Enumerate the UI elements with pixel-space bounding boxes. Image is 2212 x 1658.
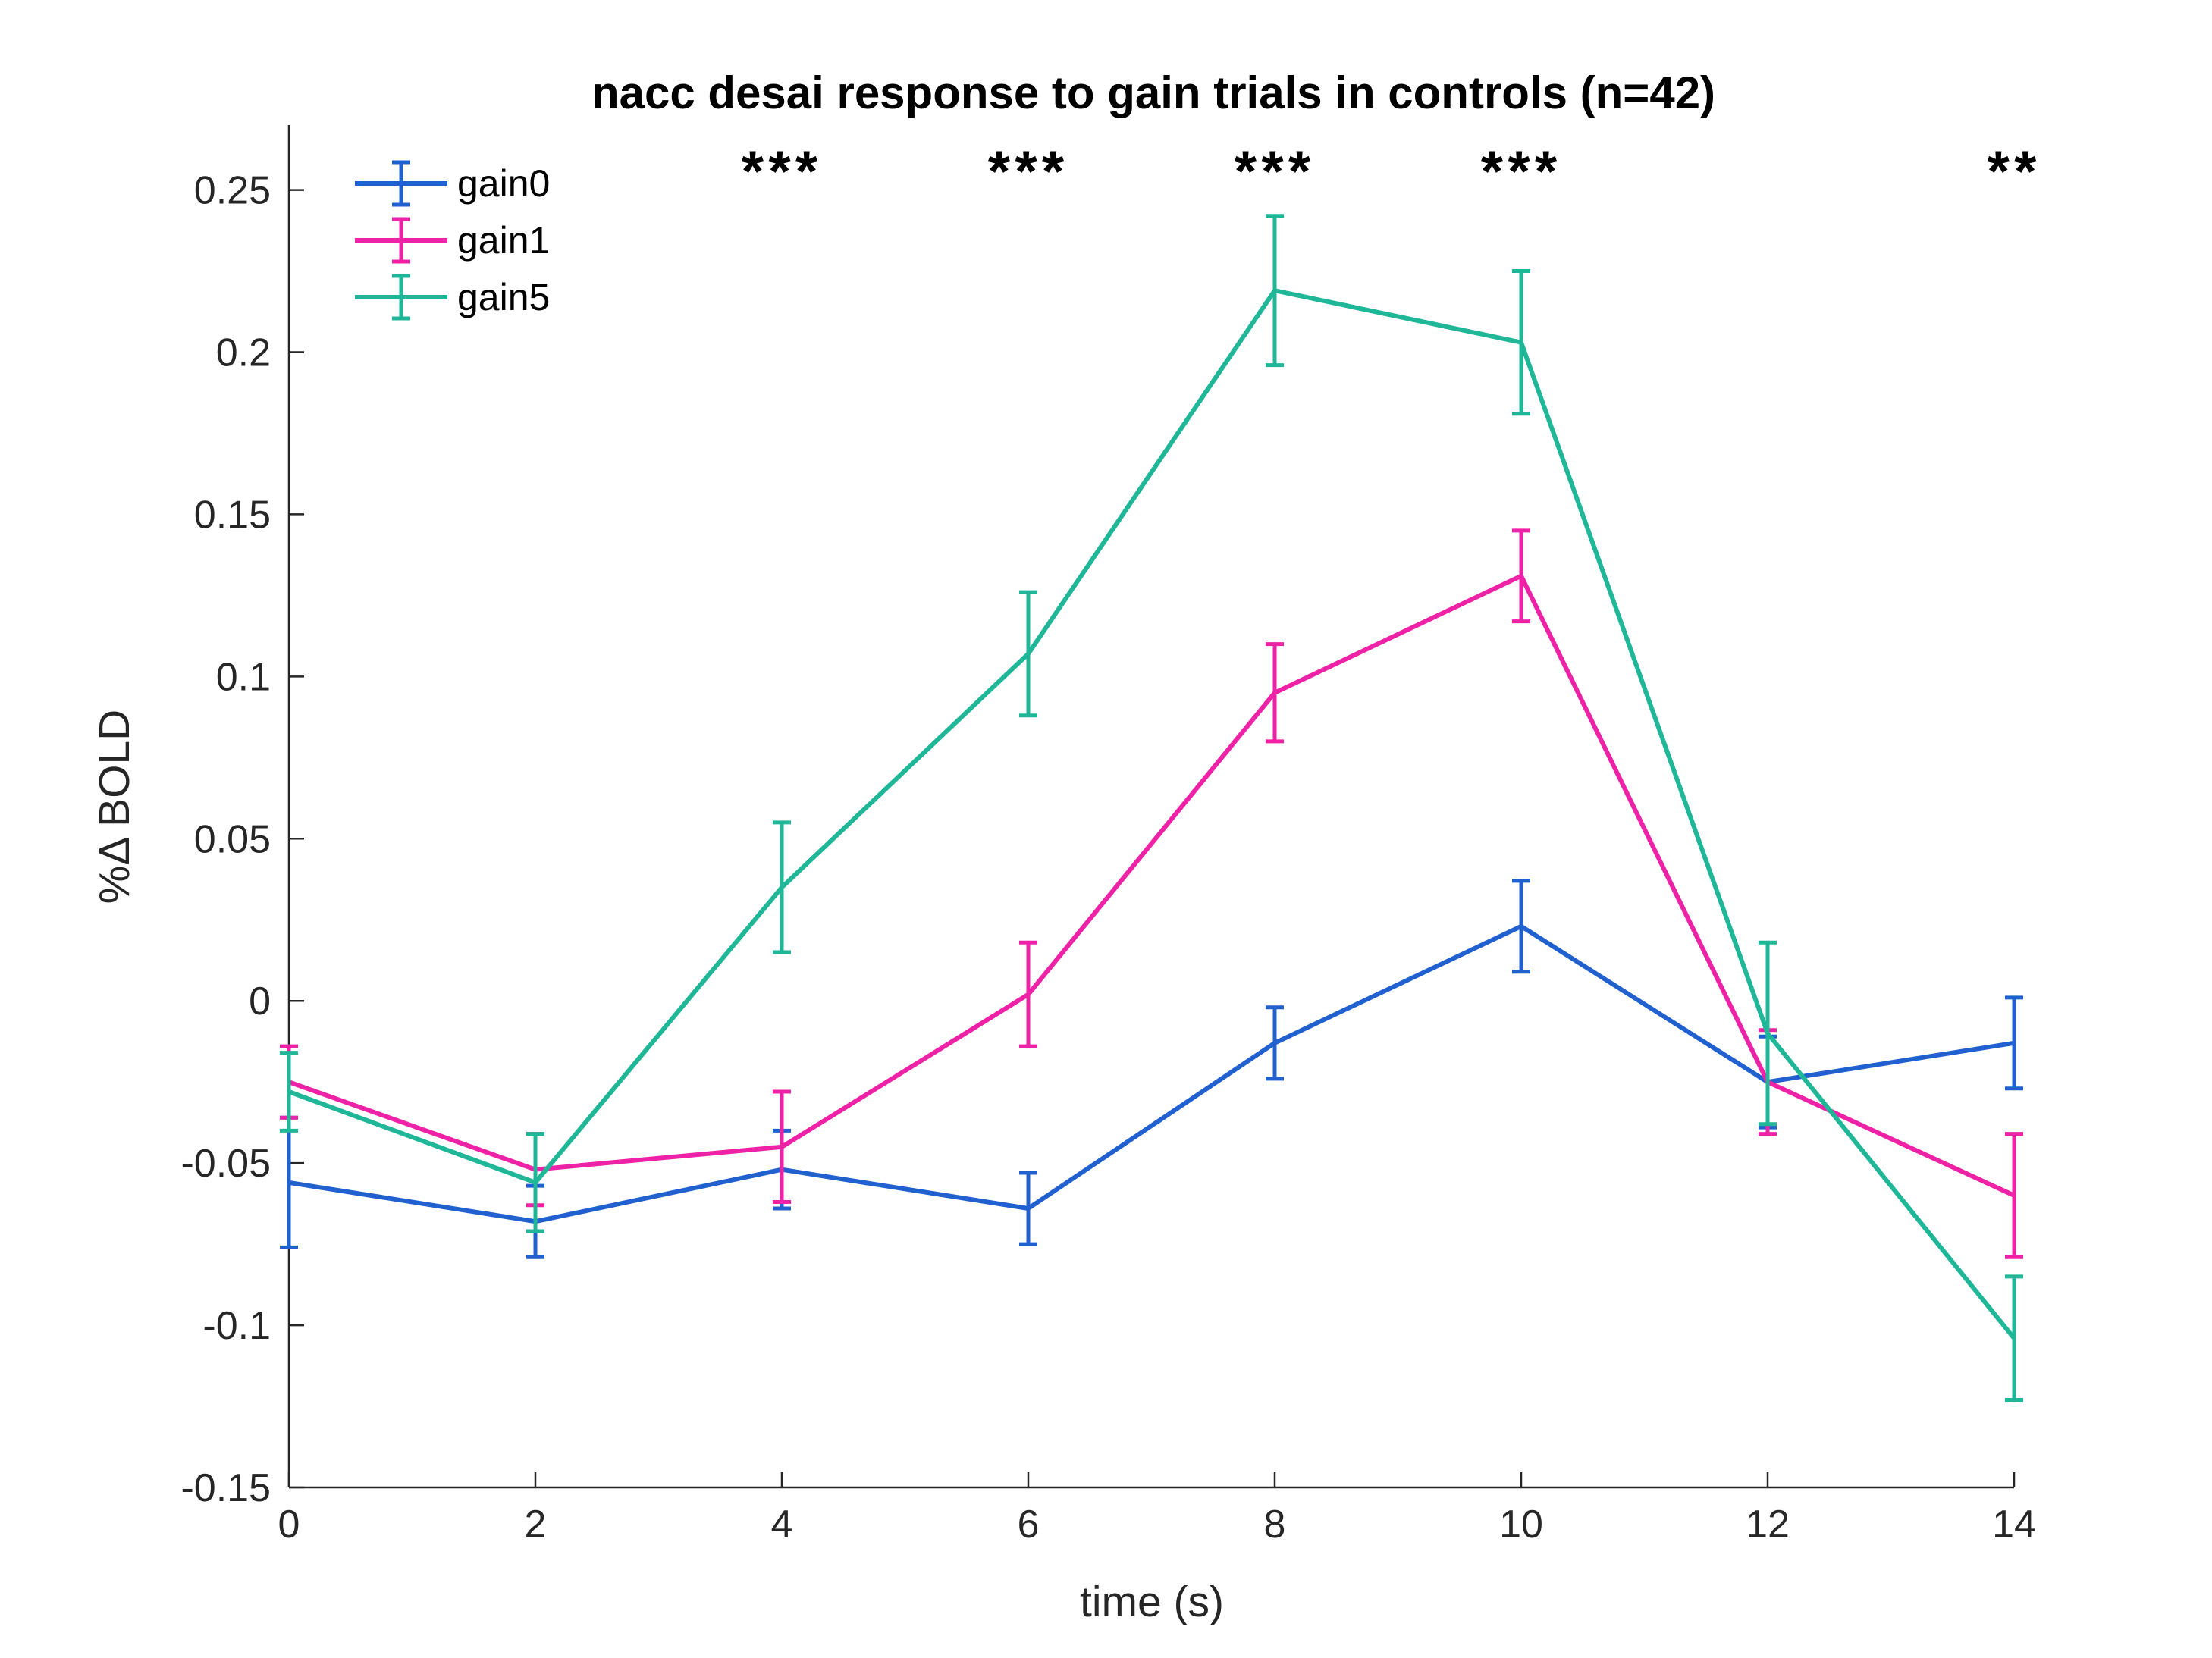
series-line-gain5 — [287, 288, 2016, 1340]
x-tick-labels: 0 2 4 6 8 10 12 14 — [278, 1472, 2036, 1547]
error-bar-gain5 — [1512, 269, 1530, 416]
x-tick-label: 10 — [1499, 1503, 1543, 1547]
error-bar-gain5 — [280, 1051, 298, 1133]
error-bar-gain1 — [1266, 642, 1284, 744]
series-line-gain0 — [288, 923, 2015, 1224]
y-tick-label: -0.05 — [180, 1142, 271, 1186]
plot-background — [289, 125, 2014, 1487]
x-tick-label: 2 — [525, 1503, 547, 1547]
chart-title: nacc desai response to gain trials in co… — [591, 67, 1715, 118]
y-tick-label: 0.05 — [194, 817, 271, 861]
error-bar-gain0 — [1512, 879, 1530, 974]
y-tick-label: 0.25 — [194, 169, 271, 213]
significance-marker: *** — [1235, 139, 1316, 204]
error-bar-gain1 — [2005, 1132, 2023, 1259]
y-tick-label: 0.15 — [194, 493, 271, 537]
x-tick-label: 4 — [771, 1503, 793, 1547]
series-line-gain1 — [287, 573, 2016, 1198]
x-axis-label: time (s) — [1080, 1578, 1224, 1626]
significance-marker: *** — [742, 139, 823, 204]
legend-item-gain5: gain5 — [355, 274, 550, 321]
error-bar-gain5 — [526, 1132, 544, 1233]
error-bar-gain5 — [1266, 214, 1284, 368]
error-bar-gain0 — [1019, 1171, 1037, 1246]
y-tick-label: -0.15 — [180, 1466, 271, 1510]
x-tick-label: 6 — [1018, 1503, 1040, 1547]
legend-item-gain1: gain1 — [355, 217, 550, 264]
significance-marker: *** — [988, 139, 1069, 204]
y-tick-label: 0.2 — [216, 331, 271, 375]
x-tick-label: 8 — [1264, 1503, 1286, 1547]
x-tick-label: 0 — [278, 1503, 300, 1547]
legend: gain0 gain1 gain5 — [355, 160, 550, 321]
significance-annotations: *** *** *** *** ** — [742, 139, 2041, 204]
series-gain5 — [280, 214, 2023, 1402]
error-bar-gain5 — [1019, 590, 1037, 718]
error-bar-gain1 — [773, 1089, 791, 1204]
error-bar-gain1 — [1512, 528, 1530, 624]
significance-marker: *** — [1481, 139, 1562, 204]
x-tick-label: 14 — [1992, 1503, 2036, 1547]
error-bar-gain5 — [2005, 1274, 2023, 1402]
y-tick-labels: -0.15 -0.1 -0.05 0 0.05 0.1 0.15 0.2 0.25 — [180, 169, 304, 1510]
y-tick-label: 0.1 — [216, 655, 271, 699]
error-bar-gain1 — [1019, 940, 1037, 1048]
y-axis-label: %Δ BOLD — [90, 710, 139, 904]
legend-label: gain1 — [457, 219, 550, 262]
significance-marker: ** — [1987, 139, 2041, 204]
legend-label: gain0 — [457, 162, 550, 205]
y-tick-label: -0.1 — [202, 1304, 271, 1348]
error-bar-gain0 — [2005, 995, 2023, 1091]
y-tick-label: 0 — [249, 979, 271, 1023]
legend-label: gain5 — [457, 276, 550, 318]
series-lines — [280, 214, 2023, 1402]
x-tick-label: 12 — [1746, 1503, 1790, 1547]
legend-item-gain0: gain0 — [355, 160, 550, 207]
error-bar-gain0 — [1266, 1005, 1284, 1081]
error-bar-gain5 — [1759, 940, 1777, 1127]
error-bar-gain5 — [773, 820, 791, 954]
